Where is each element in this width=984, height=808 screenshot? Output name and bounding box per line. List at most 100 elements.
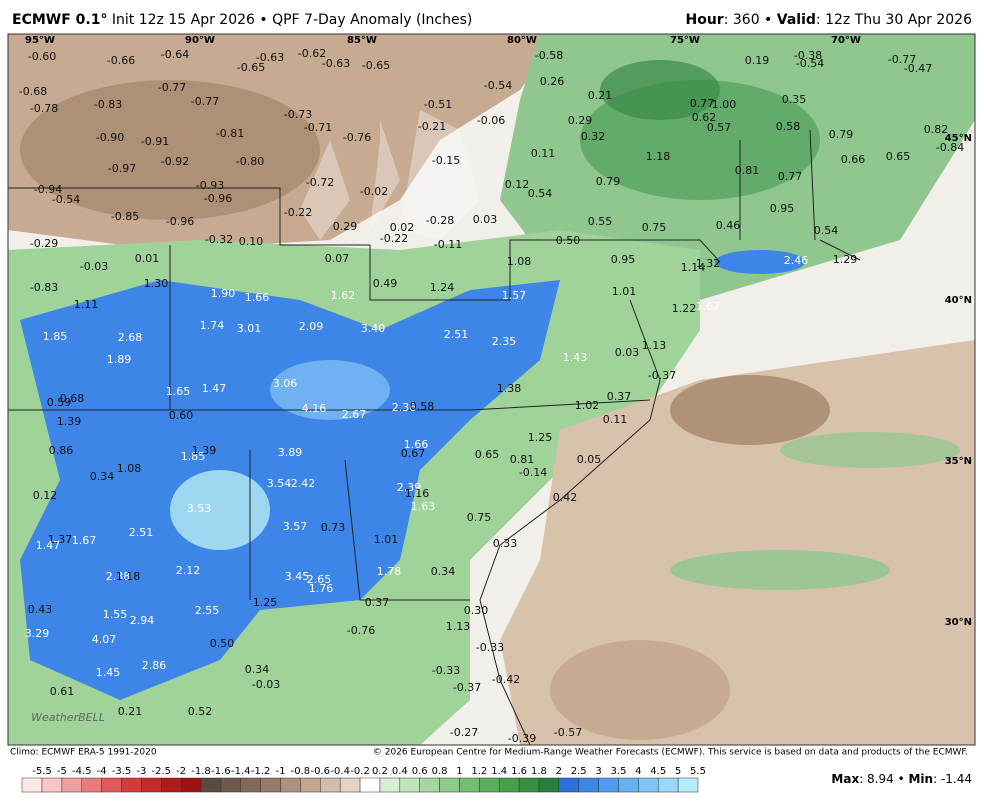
colorbar-swatch bbox=[180, 777, 202, 793]
colorbar-swatch bbox=[320, 777, 341, 793]
valid-value: : 12z Thu 30 Apr 2026 bbox=[816, 12, 972, 28]
value-label: 0.37 bbox=[607, 390, 632, 403]
value-label: 0.77 bbox=[778, 170, 803, 183]
value-label: 1.90 bbox=[211, 287, 236, 300]
colorbar-label: -1.4 bbox=[231, 766, 251, 777]
value-label: -0.93 bbox=[196, 179, 224, 192]
value-label: 0.05 bbox=[577, 453, 602, 466]
value-label: 0.49 bbox=[373, 277, 398, 290]
value-label: 0.65 bbox=[886, 150, 911, 163]
value-label: -0.22 bbox=[380, 232, 408, 245]
value-label: -0.33 bbox=[432, 664, 460, 677]
value-label: 2.12 bbox=[176, 564, 201, 577]
value-label: 1.02 bbox=[575, 399, 600, 412]
value-label: -0.68 bbox=[19, 85, 47, 98]
colorbar-label: 0.2 bbox=[372, 766, 388, 777]
colorbar-swatch bbox=[359, 777, 381, 793]
value-label: 0.43 bbox=[28, 603, 53, 616]
colorbar-swatch bbox=[200, 777, 222, 793]
longitude-label: 95°W bbox=[25, 35, 55, 46]
value-label: 0.77 bbox=[690, 97, 715, 110]
value-label: 0.29 bbox=[333, 220, 358, 233]
value-label: 1.78 bbox=[377, 565, 402, 578]
value-label: 1.74 bbox=[200, 319, 225, 332]
value-label: 2.55 bbox=[195, 604, 220, 617]
value-label: -0.37 bbox=[648, 369, 676, 382]
value-label: 1.67 bbox=[696, 300, 721, 313]
colorbar-label: 1.8 bbox=[531, 766, 547, 777]
value-label: 2.94 bbox=[130, 614, 155, 627]
value-label: -0.38 bbox=[794, 49, 822, 62]
colorbar-label: -1.8 bbox=[191, 766, 211, 777]
value-label: 0.67 bbox=[401, 447, 426, 460]
value-label: 0.95 bbox=[770, 202, 795, 215]
value-label: 0.50 bbox=[556, 234, 581, 247]
colorbar-label: 3.5 bbox=[611, 766, 627, 777]
colorbar-label: -3.5 bbox=[112, 766, 132, 777]
latitude-label: 40°N bbox=[945, 295, 972, 306]
colorbar-label: -2.5 bbox=[152, 766, 172, 777]
min-value: : -1.44 bbox=[933, 772, 972, 786]
value-label: 1.08 bbox=[507, 255, 532, 268]
value-label: 1.25 bbox=[528, 431, 553, 444]
value-label: 0.61 bbox=[50, 685, 75, 698]
colorbar-swatch bbox=[379, 777, 401, 793]
graticule-labels: 95°W 90°W 85°W 80°W 75°W 70°W 45°N 40°N 35°N 30°N bbox=[25, 35, 972, 628]
colorbar-swatch bbox=[121, 777, 142, 793]
colorbar-label: 2 bbox=[556, 766, 562, 777]
value-label: 1.65 bbox=[166, 385, 191, 398]
value-label: 1.39 bbox=[192, 444, 217, 457]
value-label: 1.11 bbox=[74, 298, 99, 311]
value-label: -0.81 bbox=[216, 127, 244, 140]
colorbar-label: 5 bbox=[675, 766, 681, 777]
value-label: 0.21 bbox=[118, 705, 143, 718]
value-label: 1.16 bbox=[405, 487, 430, 500]
value-label: 1.25 bbox=[253, 596, 278, 609]
value-label: -0.42 bbox=[492, 673, 520, 686]
max-min: Max: 8.94 • Min: -1.44 bbox=[831, 772, 972, 786]
longitude-label: 70°W bbox=[831, 35, 861, 46]
value-label: -0.27 bbox=[450, 726, 478, 739]
value-label: 3.89 bbox=[278, 446, 303, 459]
value-label: 1.00 bbox=[712, 98, 737, 111]
value-label: -0.90 bbox=[96, 131, 124, 144]
value-label: 0.65 bbox=[475, 448, 500, 461]
valid-label: Valid bbox=[777, 12, 816, 28]
value-label: 0.01 bbox=[135, 252, 160, 265]
colorbar-label: 0.6 bbox=[412, 766, 428, 777]
value-label: 0.50 bbox=[210, 637, 235, 650]
value-label: 1.47 bbox=[36, 539, 61, 552]
value-label: -0.77 bbox=[191, 95, 219, 108]
value-label: 1.13 bbox=[642, 339, 667, 352]
value-label: 3.57 bbox=[283, 520, 308, 533]
value-label: 1.30 bbox=[144, 277, 169, 290]
colorbar-label: 0.4 bbox=[392, 766, 408, 777]
value-label: 0.60 bbox=[169, 409, 194, 422]
colorbar-swatch bbox=[240, 777, 261, 793]
map: 95°W 90°W 85°W 80°W 75°W 70°W 45°N 40°N 35°N 30°N… bbox=[7, 33, 976, 746]
value-label: -0.14 bbox=[519, 466, 547, 479]
latitude-label: 45°N bbox=[945, 133, 972, 144]
value-label: 1.18 bbox=[116, 570, 141, 583]
value-label: 2.65 bbox=[307, 573, 332, 586]
value-label: 1.47 bbox=[202, 382, 227, 395]
colorbar-label: 5.5 bbox=[690, 766, 706, 777]
value-label: 2.51 bbox=[129, 526, 154, 539]
value-label: 2.86 bbox=[142, 659, 167, 672]
value-label: -0.83 bbox=[30, 281, 58, 294]
value-label: 0.82 bbox=[924, 123, 949, 136]
value-label: -0.64 bbox=[161, 48, 189, 61]
value-label: 1.39 bbox=[57, 415, 82, 428]
value-label: 4.07 bbox=[92, 633, 117, 646]
valid-info: Hour: 360 • Valid: 12z Thu 30 Apr 2026 bbox=[686, 12, 973, 28]
value-label: -0.57 bbox=[554, 726, 582, 739]
value-label: 2.67 bbox=[342, 408, 367, 421]
value-label: 0.52 bbox=[188, 705, 213, 718]
colorbar-swatch bbox=[141, 777, 162, 793]
value-label: 1.76 bbox=[309, 582, 334, 595]
title-bold: ECMWF 0.1° bbox=[12, 12, 107, 28]
value-label: -0.71 bbox=[304, 121, 332, 134]
value-label: 3.01 bbox=[237, 322, 262, 335]
value-label: 2.36 bbox=[392, 401, 417, 414]
value-label: -0.02 bbox=[360, 185, 388, 198]
